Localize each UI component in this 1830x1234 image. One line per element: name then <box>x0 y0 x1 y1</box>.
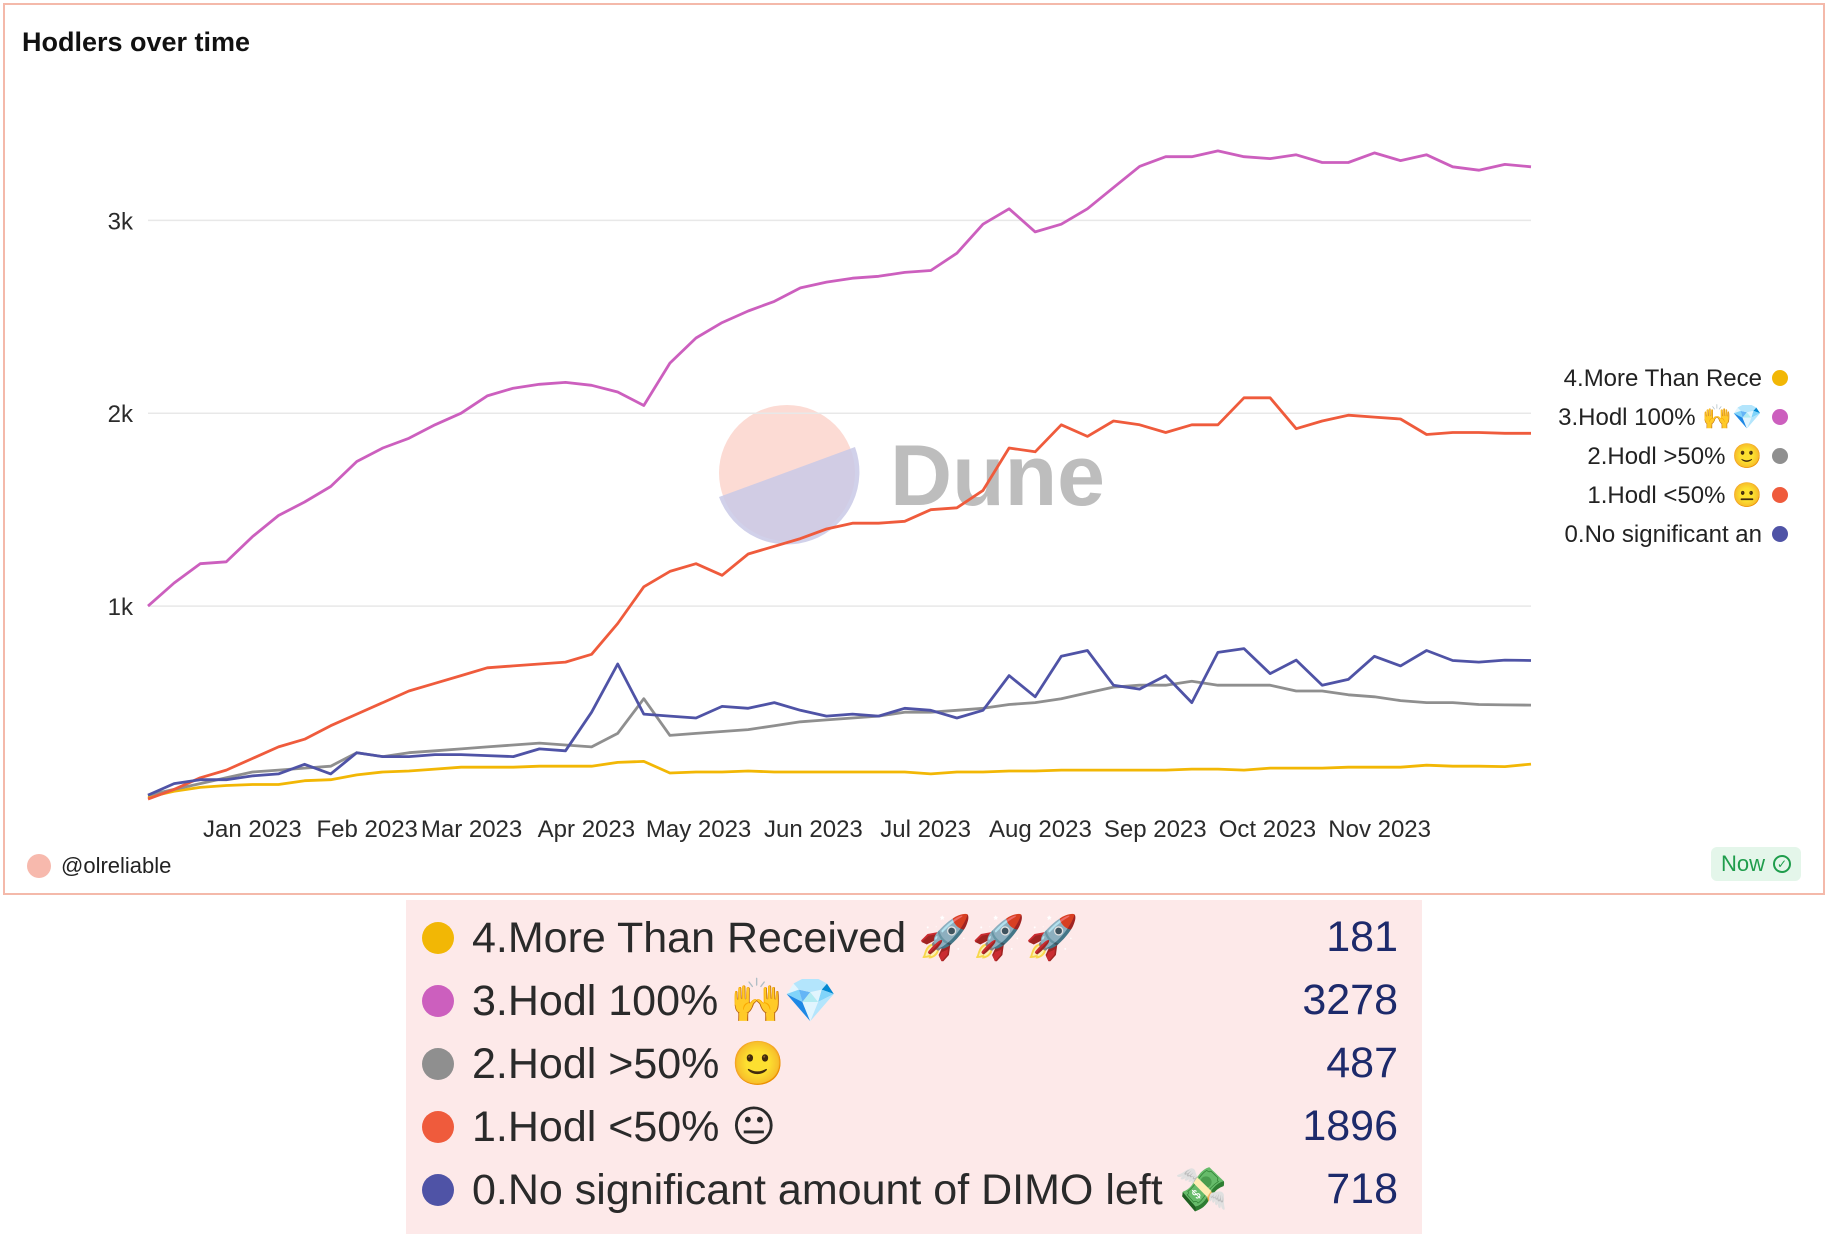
summary-value: 3278 <box>1302 976 1398 1024</box>
watermark-text: Dune <box>890 428 1105 524</box>
legend-item-label[interactable]: 3.Hodl 100% 🙌💎 <box>1558 404 1762 431</box>
x-tick-label: Sep 2023 <box>1104 816 1207 843</box>
status-badge[interactable]: Now ✓ <box>1710 847 1801 881</box>
chart-card: Hodlers over time Dune 1k 2k 3k Jan 2023 Fe… <box>3 3 1825 895</box>
summary-color-dot <box>422 984 454 1017</box>
legend-item-label[interactable]: 0.No significant an <box>1565 521 1762 548</box>
summary-row: 1.Hodl <50% 😐 1896 <box>414 1095 1398 1158</box>
x-tick-label: Mar 2023 <box>421 816 522 843</box>
grid-layer <box>148 219 1531 607</box>
y-tick-label: 1k <box>108 594 134 621</box>
legend: 4.More Than Rece 3.Hodl 100% 🙌💎 2.Hodl >50… <box>1558 365 1788 548</box>
legend-color-dot <box>1772 487 1788 503</box>
x-tick-label: Aug 2023 <box>989 816 1092 843</box>
legend-item-label[interactable]: 2.Hodl >50% 🙂 <box>1587 443 1762 470</box>
x-tick-label: Oct 2023 <box>1219 816 1316 843</box>
legend-color-dot <box>1772 409 1788 425</box>
x-tick-label: Jan 2023 <box>203 816 302 843</box>
status-badge-label: Now <box>1720 851 1765 876</box>
chart-title: Hodlers over time <box>22 27 251 57</box>
check-circle-icon: ✓ <box>1773 855 1791 873</box>
legend-color-dot <box>1772 370 1788 386</box>
summary-table: 4.More Than Received 🚀🚀🚀 181 3.Hodl 100%… <box>406 900 1422 1234</box>
summary-row: 0.No significant amount of DIMO left 💸 7… <box>414 1158 1398 1221</box>
summary-label: 1.Hodl <50% 😐 <box>472 1102 777 1151</box>
legend-color-dot <box>1772 526 1788 542</box>
author-name: @olreliable <box>61 853 172 878</box>
x-tick-label: Jun 2023 <box>764 816 863 843</box>
summary-value: 181 <box>1326 913 1398 961</box>
summary-color-dot <box>422 921 454 954</box>
y-tick-label: 3k <box>108 208 134 235</box>
legend-item-label[interactable]: 4.More Than Rece <box>1564 365 1762 392</box>
chart-plot: Dune 1k 2k 3k Jan 2023 Feb 2023 Mar 2023 Apr … <box>108 149 1788 843</box>
summary-value: 487 <box>1326 1039 1398 1087</box>
summary-color-dot <box>422 1110 454 1143</box>
summary-row: 4.More Than Received 🚀🚀🚀 181 <box>414 906 1398 969</box>
legend-item-label[interactable]: 1.Hodl <50% 😐 <box>1587 482 1762 509</box>
summary-row: 3.Hodl 100% 🙌💎 3278 <box>414 969 1398 1032</box>
author-attribution[interactable]: @olreliable <box>27 853 171 879</box>
summary-value: 718 <box>1326 1165 1398 1213</box>
summary-label: 0.No significant amount of DIMO left 💸 <box>472 1165 1229 1214</box>
legend-color-dot <box>1772 448 1788 464</box>
series-line[interactable] <box>147 149 1532 608</box>
summary-color-dot <box>422 1047 454 1080</box>
series-line[interactable] <box>147 679 1532 797</box>
series-line[interactable] <box>147 396 1531 801</box>
y-tick-label: 2k <box>108 401 134 428</box>
summary-label: 2.Hodl >50% 🙂 <box>472 1039 785 1088</box>
series-layer <box>147 149 1532 801</box>
x-tick-label: Nov 2023 <box>1328 816 1431 843</box>
summary-value: 1896 <box>1302 1102 1398 1150</box>
avatar <box>27 854 51 878</box>
summary-label: 4.More Than Received 🚀🚀🚀 <box>472 913 1079 962</box>
summary-color-dot <box>422 1173 454 1206</box>
summary-label: 3.Hodl 100% 🙌💎 <box>472 976 838 1025</box>
x-tick-label: Apr 2023 <box>538 816 635 843</box>
x-tick-label: Feb 2023 <box>316 816 417 843</box>
series-line[interactable] <box>147 760 1532 799</box>
x-tick-label: Jul 2023 <box>880 816 971 843</box>
series-line[interactable] <box>147 647 1532 797</box>
summary-row: 2.Hodl >50% 🙂 487 <box>414 1032 1398 1095</box>
watermark-logo-bottom <box>719 447 860 545</box>
y-axis: 1k 2k 3k <box>108 208 134 621</box>
dune-watermark: Dune <box>719 405 1105 545</box>
x-tick-label: May 2023 <box>646 816 751 843</box>
x-axis: Jan 2023 Feb 2023 Mar 2023 Apr 2023 May 2023… <box>203 816 1431 843</box>
